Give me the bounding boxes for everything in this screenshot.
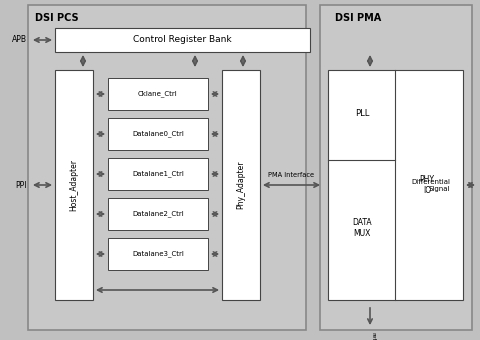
Bar [222, 70, 260, 300]
Bar [55, 70, 93, 300]
Bar [108, 78, 208, 110]
Text: Datalane2_Ctrl: Datalane2_Ctrl [132, 210, 184, 217]
Bar [55, 28, 310, 52]
Bar [108, 118, 208, 150]
Text: Datalane0_Ctrl: Datalane0_Ctrl [132, 131, 184, 137]
Text: PLL: PLL [355, 108, 369, 118]
Bar [28, 5, 306, 330]
Text: PHY
IO: PHY IO [420, 175, 434, 195]
Text: Datalane3_Ctrl: Datalane3_Ctrl [132, 251, 184, 257]
Text: DSI PMA: DSI PMA [335, 13, 381, 23]
Text: Phy_Adapter: Phy_Adapter [237, 161, 245, 209]
Text: Differential
Signal: Differential Signal [411, 178, 450, 191]
Bar [320, 5, 472, 330]
Text: DATA
MUX: DATA MUX [352, 218, 372, 238]
Text: APB: APB [12, 35, 27, 45]
Text: PPI: PPI [15, 181, 27, 189]
Text: Control Register Bank: Control Register Bank [132, 35, 231, 45]
Text: Datalane1_Ctrl: Datalane1_Ctrl [132, 171, 184, 177]
Bar [328, 70, 463, 300]
Bar [108, 238, 208, 270]
Bar [108, 198, 208, 230]
Text: DSI PCS: DSI PCS [35, 13, 79, 23]
Text: Host_Adapter: Host_Adapter [70, 159, 79, 211]
Bar [108, 158, 208, 190]
Text: reference
clock: reference clock [365, 332, 375, 340]
Text: PMA Interface: PMA Interface [268, 172, 314, 178]
Text: Cklane_Ctrl: Cklane_Ctrl [138, 91, 178, 97]
